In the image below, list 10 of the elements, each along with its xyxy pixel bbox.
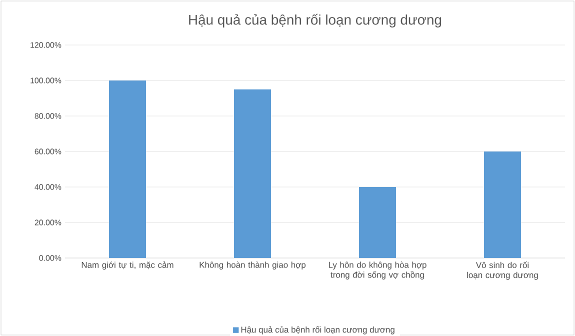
bar [484,152,522,258]
legend-label: Hậu quả của bệnh rối loạn cương dương [241,326,394,334]
bar [234,89,272,258]
x-tick-label: Không hoàn thành giao hợp [200,262,306,270]
bar [109,80,146,258]
x-tick-label: Ly hôn do không hòa hợp trong đời sống vợ chồng [328,262,426,280]
x-tick-label: Vô sinh do rối loạn cương dương [467,262,538,280]
chart-title: Hậu quả của bệnh rối loạn cương dương [189,14,442,28]
bar [359,187,396,258]
x-tick-label: Nam giới tự ti, mặc cảm [82,262,174,270]
